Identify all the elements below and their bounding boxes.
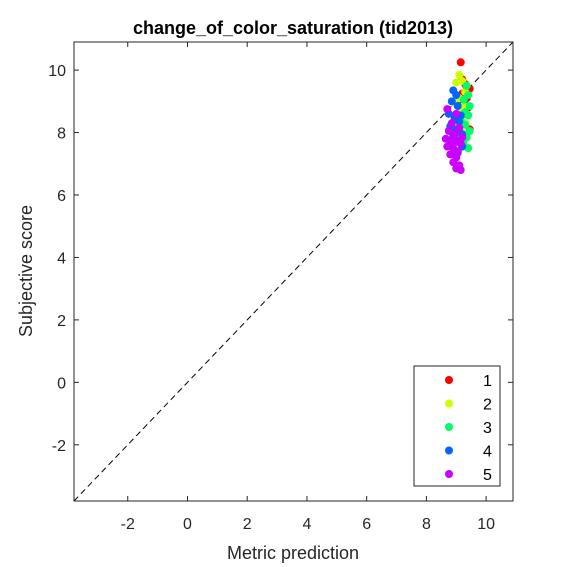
data-point-series-3 — [465, 102, 474, 111]
data-point-series-5 — [444, 126, 453, 135]
legend-marker-1 — [445, 376, 453, 384]
data-point-series-5 — [443, 105, 452, 114]
data-point-series-2 — [452, 78, 461, 87]
data-point-series-5 — [446, 150, 455, 159]
legend-box — [413, 365, 501, 487]
data-point-series-3 — [461, 120, 470, 129]
legend-label-1: 1 — [483, 373, 492, 390]
data-point-series-3 — [462, 81, 471, 90]
legend-label-5: 5 — [483, 467, 492, 484]
x-tick-label: -2 — [121, 516, 135, 533]
data-point-series-3 — [464, 111, 473, 120]
data-point-series-4 — [447, 97, 456, 106]
legend-marker-2 — [445, 399, 453, 408]
legend-marker-5 — [445, 470, 453, 478]
y-tick-label: 10 — [48, 63, 66, 80]
data-point-series-5 — [456, 139, 465, 148]
x-tick-label: 8 — [422, 516, 431, 533]
chart-title: change_of_color_saturation (tid2013) — [133, 18, 453, 38]
x-tick-label: 4 — [302, 516, 311, 533]
y-tick-label: 0 — [57, 375, 66, 392]
data-point-series-5 — [449, 158, 458, 167]
legend-label-3: 3 — [483, 420, 492, 437]
data-point-series-3 — [459, 95, 468, 104]
data-point-series-5 — [452, 109, 461, 118]
data-point-series-5 — [450, 130, 459, 139]
data-point-series-5 — [447, 141, 456, 150]
data-point-series-5 — [453, 147, 462, 156]
data-point-series-1 — [456, 58, 465, 67]
data-point-series-5 — [458, 133, 467, 142]
y-tick-label: 8 — [57, 126, 66, 143]
y-tick-label: 2 — [57, 313, 66, 330]
data-point-series-3 — [465, 126, 474, 135]
data-point-series-4 — [453, 102, 462, 111]
marks-layer — [73, 41, 514, 502]
x-tick-label: 0 — [183, 516, 192, 533]
identity-reference-line — [73, 41, 514, 502]
legend-label-2: 2 — [483, 397, 492, 414]
data-point-series-4 — [452, 91, 461, 100]
y-tick-label: 4 — [57, 250, 66, 267]
data-point-series-4 — [455, 117, 464, 126]
data-point-series-5 — [447, 119, 456, 128]
x-tick-label: 2 — [243, 516, 252, 533]
legend-items: 1 2 3 4 5 — [445, 373, 492, 484]
legend: 1 2 3 4 5 — [413, 365, 501, 487]
x-tick-label: 6 — [362, 516, 371, 533]
plot-frame — [73, 41, 514, 502]
data-point-series-2 — [455, 70, 464, 79]
data-point-series-5 — [455, 123, 464, 132]
x-axis-label: Metric prediction — [227, 543, 359, 563]
legend-marker-4 — [445, 446, 453, 455]
legend-marker-3 — [445, 423, 453, 431]
ticks-layer: -2 0 2 4 6 8 10 -2 0 2 4 6 8 10 — [48, 42, 513, 533]
legend-label-4: 4 — [483, 444, 492, 461]
data-point-series-5 — [456, 166, 465, 175]
x-tick-label: 10 — [477, 516, 495, 533]
y-axis-label: Subjective score — [16, 205, 36, 337]
y-tick-label: -2 — [52, 438, 66, 455]
y-tick-label: 6 — [57, 188, 66, 205]
